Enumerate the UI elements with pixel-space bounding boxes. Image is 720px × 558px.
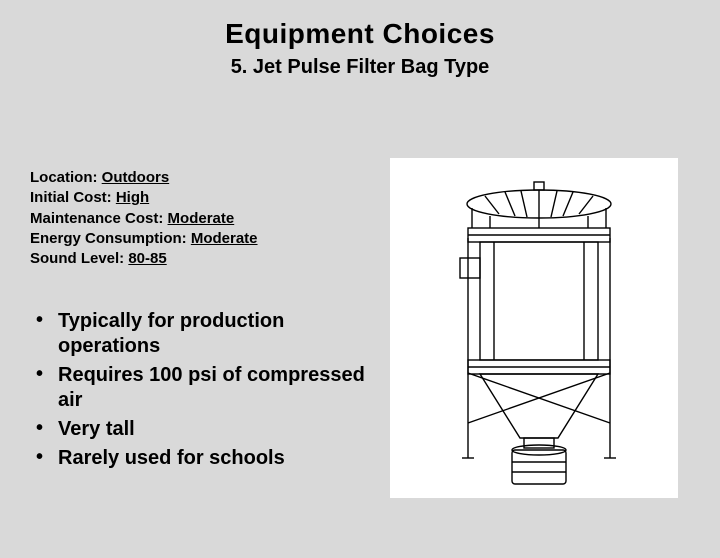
- bullet-item: • Typically for production operations: [30, 309, 390, 359]
- spec-value: Moderate: [168, 210, 235, 227]
- bullet-item: • Requires 100 psi of compressed air: [30, 363, 390, 413]
- spec-row: Location: Outdoors: [30, 168, 390, 188]
- spec-row: Energy Consumption: Moderate: [30, 229, 390, 249]
- spec-label: Maintenance Cost:: [30, 210, 168, 227]
- spec-value: Moderate: [191, 230, 258, 247]
- page-title: Equipment Choices: [0, 18, 720, 50]
- spec-list: Location: Outdoors Initial Cost: High Ma…: [30, 168, 390, 269]
- bullet-list: • Typically for production operations • …: [30, 309, 390, 471]
- bullet-icon: •: [30, 417, 58, 440]
- spec-value: 80-85: [128, 250, 166, 267]
- equipment-diagram: [390, 158, 678, 498]
- spec-label: Initial Cost:: [30, 189, 116, 206]
- spec-label: Energy Consumption:: [30, 230, 191, 247]
- content-column: Location: Outdoors Initial Cost: High Ma…: [30, 168, 390, 475]
- bullet-text: Requires 100 psi of compressed air: [58, 363, 390, 413]
- spec-label: Sound Level:: [30, 250, 128, 267]
- spec-row: Sound Level: 80-85: [30, 249, 390, 269]
- bullet-item: • Very tall: [30, 417, 390, 442]
- page-subtitle: 5. Jet Pulse Filter Bag Type: [0, 56, 720, 79]
- bullet-icon: •: [30, 446, 58, 469]
- bullet-text: Rarely used for schools: [58, 446, 390, 471]
- spec-value: Outdoors: [102, 169, 170, 186]
- bullet-item: • Rarely used for schools: [30, 446, 390, 471]
- spec-row: Initial Cost: High: [30, 188, 390, 208]
- bullet-icon: •: [30, 309, 58, 332]
- bullet-text: Very tall: [58, 417, 390, 442]
- bullet-text: Typically for production operations: [58, 309, 390, 359]
- spec-row: Maintenance Cost: Moderate: [30, 209, 390, 229]
- spec-label: Location:: [30, 169, 102, 186]
- bullet-icon: •: [30, 363, 58, 386]
- spec-value: High: [116, 189, 149, 206]
- dust-collector-icon: [390, 158, 678, 498]
